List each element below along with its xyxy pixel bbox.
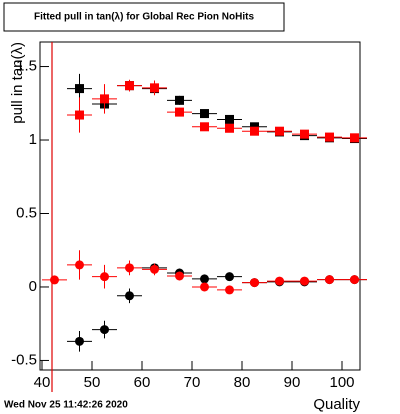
y-axis-label: pull in tan(λ) [9, 42, 26, 124]
marker [350, 275, 359, 285]
marker [350, 133, 359, 143]
marker [250, 278, 259, 288]
y-tick-label: 0.5 [16, 204, 37, 221]
y-tick-label: -0.5 [11, 351, 37, 368]
marker [275, 126, 284, 136]
marker [225, 272, 234, 282]
chart-title: Fitted pull in tan(λ) for Global Rec Pio… [34, 12, 254, 23]
marker [100, 94, 109, 104]
x-tick-label: 100 [329, 374, 354, 391]
marker [100, 325, 109, 335]
marker [125, 263, 134, 273]
x-tick-label: 90 [284, 374, 301, 391]
marker [200, 274, 209, 284]
title-box [3, 2, 285, 32]
marker [300, 129, 309, 139]
marker [125, 81, 134, 91]
marker [225, 114, 234, 124]
marker [275, 276, 284, 286]
marker [175, 271, 184, 281]
marker [175, 107, 184, 117]
marker [75, 336, 84, 346]
plot-frame [39, 41, 361, 371]
marker [250, 126, 259, 136]
marker [100, 272, 109, 282]
marker [150, 264, 159, 274]
x-tick-label: 80 [234, 374, 251, 391]
marker [125, 291, 134, 301]
marker [225, 285, 234, 295]
x-tick-label: 40 [34, 374, 51, 391]
y-tick-label: 1.5 [16, 58, 37, 75]
marker [200, 109, 209, 119]
y-tick-label: 0 [29, 278, 37, 295]
marker [50, 275, 59, 285]
x-tick-label: 70 [184, 374, 201, 391]
marker [225, 123, 234, 133]
marker [325, 132, 334, 142]
marker [200, 282, 209, 292]
marker [325, 275, 334, 285]
marker [300, 276, 309, 286]
marker [200, 122, 209, 132]
x-axis-label: Quality [313, 396, 360, 413]
x-tick-label: 60 [134, 374, 151, 391]
marker [175, 95, 184, 105]
timestamp: Wed Nov 25 11:42:26 2020 [4, 400, 128, 411]
x-tick-label: 50 [84, 374, 101, 391]
marker [75, 260, 84, 270]
y-tick-label: 1 [29, 131, 37, 148]
marker [150, 83, 159, 93]
marker [75, 84, 84, 94]
marker [75, 110, 84, 120]
